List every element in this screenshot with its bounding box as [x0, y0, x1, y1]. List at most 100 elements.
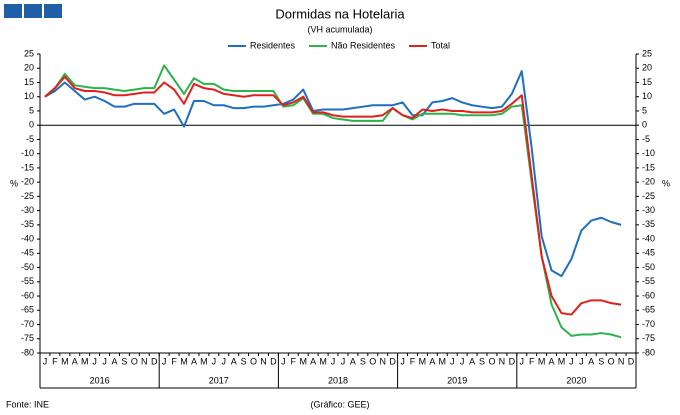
chart-subtitle: (VH acumulada) [307, 24, 372, 34]
y-tick-label: 25 [24, 48, 34, 58]
x-tick-label: A [429, 356, 435, 366]
x-tick-label: O [608, 356, 615, 366]
y2-tick-label: 10 [642, 91, 652, 101]
x-tick-label: S [598, 356, 604, 366]
x-tick-label: J [569, 356, 574, 366]
y2-tick-label: -60 [642, 290, 655, 300]
x-tick-label: J [341, 356, 346, 366]
y2-tick-label: 5 [642, 105, 647, 115]
x-tick-label: F [171, 356, 177, 366]
x-tick-label: J [400, 356, 405, 366]
y2-axis-label: % [662, 178, 670, 188]
x-tick-label: A [310, 356, 316, 366]
year-label: 2018 [328, 375, 348, 385]
x-tick-label: S [479, 356, 485, 366]
y2-tick-label: 20 [642, 63, 652, 73]
x-tick-label: A [469, 356, 475, 366]
x-tick-label: F [410, 356, 416, 366]
x-tick-label: F [52, 356, 58, 366]
x-tick-label: J [281, 356, 286, 366]
y2-tick-label: -75 [642, 333, 655, 343]
y-axis-label: % [10, 178, 18, 188]
series-line [44, 64, 622, 339]
x-tick-label: J [43, 356, 48, 366]
y-tick-label: 0 [29, 120, 34, 130]
x-tick-label: S [241, 356, 247, 366]
y-tick-label: -80 [21, 347, 34, 357]
logo-block [4, 4, 22, 18]
y2-tick-label: -80 [642, 347, 655, 357]
x-tick-label: M [299, 356, 307, 366]
y-tick-label: -55 [21, 276, 34, 286]
x-tick-label: J [162, 356, 167, 366]
x-tick-label: M [61, 356, 69, 366]
x-tick-label: D [628, 356, 635, 366]
x-tick-label: S [360, 356, 366, 366]
x-tick-label: J [450, 356, 455, 366]
y-tick-label: 20 [24, 63, 34, 73]
x-tick-label: O [131, 356, 138, 366]
year-label: 2016 [90, 375, 110, 385]
x-tick-label: S [121, 356, 127, 366]
x-tick-label: M [538, 356, 546, 366]
x-tick-label: D [509, 356, 516, 366]
x-tick-label: A [111, 356, 117, 366]
x-tick-label: N [260, 356, 267, 366]
y2-tick-label: -5 [642, 134, 650, 144]
x-tick-label: J [460, 356, 465, 366]
y2-tick-label: -30 [642, 205, 655, 215]
series-line [44, 75, 622, 316]
x-tick-label: D [270, 356, 277, 366]
x-tick-label: J [92, 356, 97, 366]
x-tick-label: J [331, 356, 336, 366]
y2-tick-label: -25 [642, 191, 655, 201]
y2-tick-label: -45 [642, 248, 655, 258]
legend-label: Residentes [250, 40, 296, 50]
x-tick-label: M [558, 356, 566, 366]
source: Fonte: INE [6, 399, 49, 409]
legend-label: Não Residentes [331, 40, 396, 50]
x-tick-label: M [439, 356, 447, 366]
x-tick-label: J [520, 356, 525, 366]
y-tick-label: -35 [21, 219, 34, 229]
y2-tick-label: -40 [642, 233, 655, 243]
y2-tick-label: -15 [642, 162, 655, 172]
x-tick-label: A [350, 356, 356, 366]
x-tick-label: A [72, 356, 78, 366]
x-tick-label: N [499, 356, 506, 366]
y-tick-label: 15 [24, 77, 34, 87]
y-tick-label: -25 [21, 191, 34, 201]
y-tick-label: -5 [26, 134, 34, 144]
x-tick-label: D [389, 356, 396, 366]
series-line [44, 70, 622, 278]
y-tick-label: 5 [29, 105, 34, 115]
x-tick-label: J [222, 356, 227, 366]
y2-tick-label: -50 [642, 262, 655, 272]
y-tick-label: -75 [21, 333, 34, 343]
y-tick-label: -20 [21, 177, 34, 187]
year-label: 2020 [566, 375, 586, 385]
x-tick-label: A [231, 356, 237, 366]
logo-block [24, 4, 42, 18]
y2-tick-label: 15 [642, 77, 652, 87]
y-tick-label: -30 [21, 205, 34, 215]
x-tick-label: O [488, 356, 495, 366]
x-tick-label: J [579, 356, 584, 366]
y-tick-label: -45 [21, 248, 34, 258]
x-tick-label: D [151, 356, 158, 366]
y-tick-label: -70 [21, 319, 34, 329]
logo-block [44, 4, 62, 18]
x-tick-label: F [529, 356, 535, 366]
chart-title: Dormidas na Hotelaria [275, 6, 405, 21]
y2-tick-label: -70 [642, 319, 655, 329]
x-tick-label: A [191, 356, 197, 366]
x-tick-label: N [618, 356, 625, 366]
y2-tick-label: -65 [642, 305, 655, 315]
y-tick-label: -50 [21, 262, 34, 272]
x-tick-label: M [200, 356, 208, 366]
legend-label: Total [431, 40, 450, 50]
y2-tick-label: -20 [642, 177, 655, 187]
y2-tick-label: -55 [642, 276, 655, 286]
x-tick-label: F [291, 356, 297, 366]
